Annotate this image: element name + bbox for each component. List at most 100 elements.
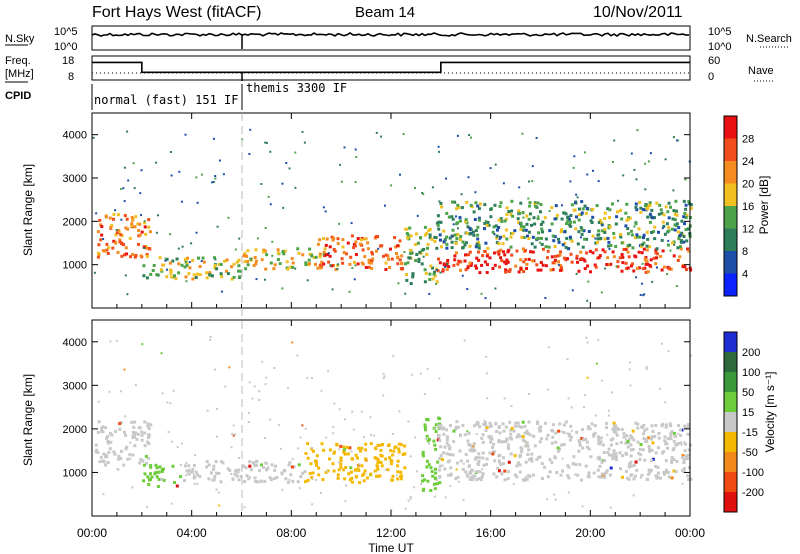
velocity-cell [621,454,625,458]
velocity-cell [436,460,440,464]
velocity-cell-sparse [383,375,386,378]
noise-right-label: N.Search [746,33,792,45]
power-cell-sparse [281,182,284,185]
power-cell [657,230,660,234]
velocity-cell-sparse [584,394,587,397]
velocity-cell [515,475,519,479]
y-tick-label: 4000 [63,130,87,142]
power-cell [509,245,513,249]
power-cell-sparse [169,233,172,236]
power-cell [147,218,151,222]
velocity-cell [422,487,426,491]
velocity-cell-sparse [409,496,412,498]
cpid-segment-1: normal (fast) 151 IF [94,93,239,107]
velocity-cell [506,477,510,481]
velocity-cell [515,435,519,439]
power-cell-sparse [633,168,636,171]
power-cell [626,227,630,231]
power-cell [318,252,322,256]
power-cell [437,220,441,224]
velocity-cell [532,473,535,477]
velocity-cell [344,466,348,469]
power-cell-sparse [123,200,126,203]
power-cell [569,214,573,217]
power-cell [536,268,540,272]
power-cell-sparse [340,180,343,183]
power-cell [559,266,563,270]
velocity-cell-sparse [230,446,233,449]
velocity-cell [538,440,542,444]
power-cell [375,249,378,253]
velocity-cell-sparse [131,486,134,489]
velocity-cell [467,431,471,435]
power-cell [628,216,632,220]
power-cell [458,216,462,220]
power-cell [405,232,409,235]
velocity-cell [626,440,630,443]
velocity-cell-sparse [566,358,569,360]
velocity-cell [488,421,492,425]
velocity-cell [687,424,691,428]
power-cell-sparse [212,137,215,140]
power-cell [187,272,191,276]
velocity-cell [523,431,527,435]
velocity-cell [346,445,349,449]
velocity-cell-sparse [291,458,294,461]
power-cell-sparse [422,193,425,196]
power-cell [495,241,499,245]
power-cell [520,224,523,228]
power-cell-sparse [531,180,534,183]
velocity-cell-sparse [574,473,577,476]
velocity-cell [94,450,98,454]
power-cell [476,225,480,229]
velocity-cell [481,456,485,460]
power-cell [567,247,571,251]
power-cell [123,214,127,217]
velocity-cell [356,456,359,460]
velocity-cell-sparse [234,433,237,436]
power-cell-sparse [337,263,339,266]
power-cell [466,225,470,229]
power-cell-sparse [431,186,434,189]
noise-left-tick-low: 10^0 [54,41,78,53]
velocity-cell [605,421,608,425]
velocity-cell-sparse [193,482,196,485]
power-cell [497,226,501,229]
velocity-cell-sparse [352,428,355,431]
power-cell [568,235,572,239]
power-cell [591,215,595,219]
power-cell [564,212,568,216]
power-cell [356,262,360,266]
velocity-cell [497,454,501,458]
velocity-cell [94,443,98,447]
velocity-cell [346,452,350,456]
velocity-cell [492,442,496,446]
velocity-cell [482,463,486,467]
power-cell [581,207,585,211]
velocity-cell [439,423,443,427]
power-cell [125,217,129,221]
power-cell [576,260,579,264]
velocity-cell-sparse [500,471,503,474]
velocity-cell [283,469,287,473]
power-cell [598,254,602,258]
velocity-cell [615,442,619,446]
power-cell-sparse [534,201,537,204]
velocity-cell [630,473,634,477]
velocity-cell-sparse [469,443,472,446]
power-cell-sparse [414,187,416,189]
power-cell [414,232,418,236]
power-cell-sparse [493,233,496,236]
power-cell [641,208,645,212]
power-cell [477,207,481,211]
freq-left-tick-high: 18 [62,55,74,67]
power-cell [626,250,630,254]
colorbar-tick-label: 16 [742,201,754,213]
velocity-cell [459,459,463,463]
velocity-cell [684,442,687,446]
power-cell [130,222,134,226]
power-cell [151,269,155,272]
velocity-cell [464,453,468,456]
power-cell [133,225,137,229]
power-cell-sparse [201,173,203,176]
